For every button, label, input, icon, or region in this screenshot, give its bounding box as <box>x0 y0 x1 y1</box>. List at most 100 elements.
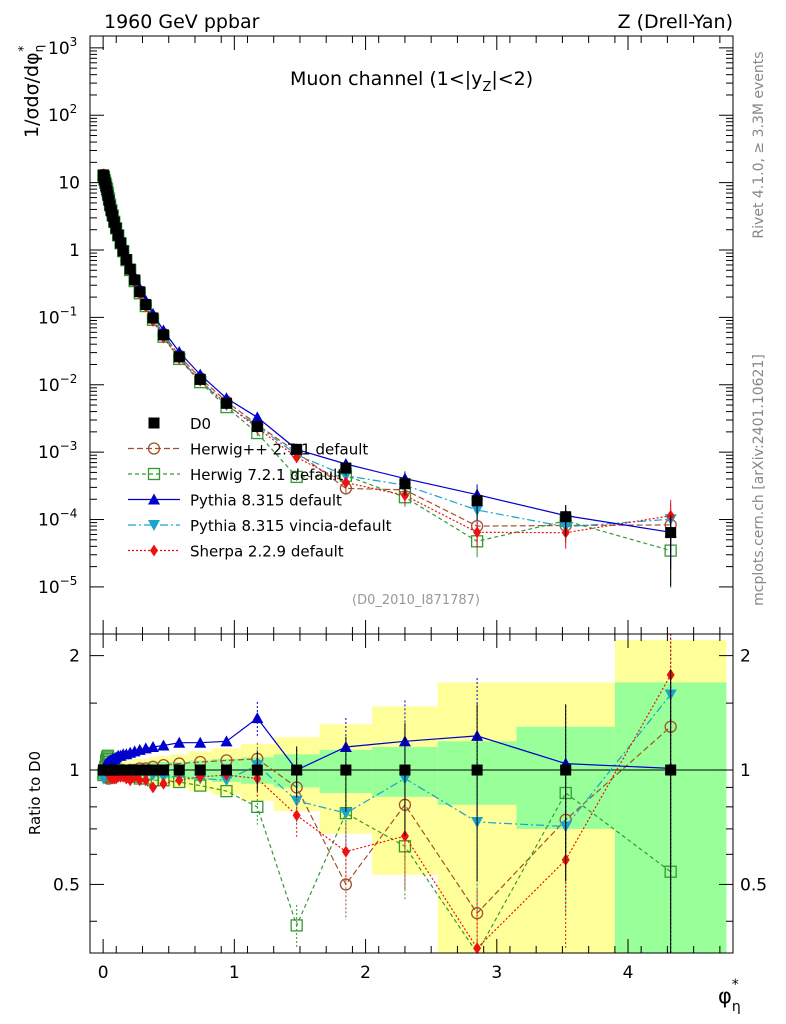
ratio-line-herwig7 <box>102 754 672 955</box>
ratio-tick-label-right: 2 <box>740 647 751 667</box>
y-axis-label-bottom: Ratio to D0 <box>26 751 44 835</box>
point-data <box>291 443 303 455</box>
legend-label: Pythia 8.315 default <box>190 492 342 510</box>
y-tick-label: 103 <box>48 35 77 59</box>
ratio-point-sherpa <box>473 942 482 955</box>
y-tick-base: 10 <box>48 106 70 126</box>
point-data <box>194 373 206 385</box>
ratio-frame <box>89 633 734 954</box>
y-tick-label: 10−2 <box>38 372 77 396</box>
point-data <box>134 286 146 298</box>
y-tick-exp: −5 <box>60 574 78 588</box>
header-left: 1960 GeV ppbar <box>104 11 260 33</box>
ratio-point-data <box>194 764 206 776</box>
series-data <box>97 169 677 587</box>
ratio-point-pythia <box>194 736 207 748</box>
main-frame <box>89 35 734 635</box>
ratio-point-sherpa <box>175 774 184 787</box>
legend-label: D0 <box>190 415 211 433</box>
plot-subtitle: Muon channel (1<|yZ|<2) <box>290 68 533 95</box>
y-tick-exp: 3 <box>70 35 78 49</box>
ratio-point-data <box>471 764 483 776</box>
y-tick-base: 10 <box>48 39 70 59</box>
y-tick-label: 10−3 <box>38 439 77 463</box>
ratio-point-pythia <box>251 712 264 724</box>
analysis-id: (D0_2010_I871787) <box>352 593 480 608</box>
ratio-point-data <box>665 764 677 776</box>
rivet-label: Rivet 4.1.0, ≥ 3.3M events <box>751 51 767 238</box>
legend-label: Sherpa 2.2.9 default <box>190 543 344 561</box>
legend-entry-sherpa: Sherpa 2.2.9 default <box>128 543 344 561</box>
y-tick-label: 10 <box>58 174 80 194</box>
ratio-series-data <box>97 669 677 953</box>
legend-entry-data: D0 <box>148 415 211 433</box>
ratio-point-sherpa <box>159 777 168 790</box>
point-data <box>110 222 122 234</box>
point-data <box>115 237 127 249</box>
point-data <box>124 263 136 275</box>
legend-marker <box>147 467 161 481</box>
point-sherpa <box>473 526 482 539</box>
point-data <box>251 421 263 433</box>
series-sherpa <box>99 168 675 553</box>
ratio-point-data <box>220 764 232 776</box>
y-axis-label-top-sup: * <box>16 46 30 52</box>
x-tick-label: 3 <box>491 963 502 983</box>
y-tick-base: 10 <box>38 376 60 396</box>
ratio-tick-label-left: 1 <box>69 761 80 781</box>
ratio-point-pythia <box>157 739 170 751</box>
y-tick-exp: −4 <box>60 507 78 521</box>
y-tick-label: 1 <box>69 241 80 261</box>
point-data <box>173 351 185 363</box>
header-right: Z (Drell-Yan) <box>618 11 733 33</box>
ratio-point-data <box>147 764 159 776</box>
main-series-layer <box>97 168 677 588</box>
point-data <box>399 478 411 490</box>
legend-label: Pythia 8.315 vincia-default <box>190 517 392 535</box>
legend-marker <box>147 442 161 455</box>
ratio-point-data <box>560 764 572 776</box>
y-tick-label: 10−5 <box>38 574 77 598</box>
ratio-point-herwig7 <box>251 800 264 814</box>
point-data <box>340 462 352 474</box>
point-pythia <box>251 411 264 423</box>
y-tick-label: 102 <box>48 102 77 126</box>
ratio-point-data <box>140 764 152 776</box>
legend-label: Herwig 7.2.1 default <box>190 466 343 484</box>
y-tick-exp: −1 <box>60 304 78 318</box>
point-data <box>129 274 141 286</box>
series-line-herwigpp <box>102 174 671 527</box>
y-tick-exp: 2 <box>70 102 78 116</box>
plot-subtitle-main: Muon channel (1<|y <box>290 68 482 90</box>
ratio-tick-label-right: 0.5 <box>740 875 767 895</box>
series-pythia <box>97 168 677 570</box>
legend-marker <box>148 417 160 429</box>
point-data <box>108 216 120 228</box>
x-tick-label: 1 <box>229 963 240 983</box>
x-tick-label: 0 <box>98 963 109 983</box>
point-herwig7 <box>290 470 303 484</box>
ratio-point-data <box>340 764 352 776</box>
ratio-point-herwig7 <box>290 919 303 932</box>
y-axis-label-top-main: 1/σdσ/dφ <box>21 52 43 138</box>
x-axis-label-main: φ <box>718 984 732 1008</box>
legend-marker <box>150 544 158 557</box>
point-data <box>112 229 124 241</box>
ratio-point-pythia <box>173 736 186 748</box>
ratio-point-pythia <box>146 740 159 752</box>
ratio-point-data <box>157 764 169 776</box>
y-tick-label: 10−1 <box>38 304 77 328</box>
series-herwigpp <box>97 168 677 563</box>
ratio-tick-label-right: 1 <box>740 761 751 781</box>
point-sherpa <box>341 476 350 489</box>
series-line-herwig7 <box>102 175 671 552</box>
axes-frames <box>89 35 734 954</box>
legend-marker <box>148 493 160 505</box>
x-axis-label: φη * <box>718 977 741 1015</box>
x-tick-label: 2 <box>360 963 371 983</box>
legend-entry-herwigpp: Herwig++ 2.7.1 default <box>128 441 368 459</box>
plot-subtitle-sub: Z <box>482 80 491 95</box>
ratio-point-data <box>291 764 303 776</box>
ratio-point-pythia <box>220 735 233 747</box>
